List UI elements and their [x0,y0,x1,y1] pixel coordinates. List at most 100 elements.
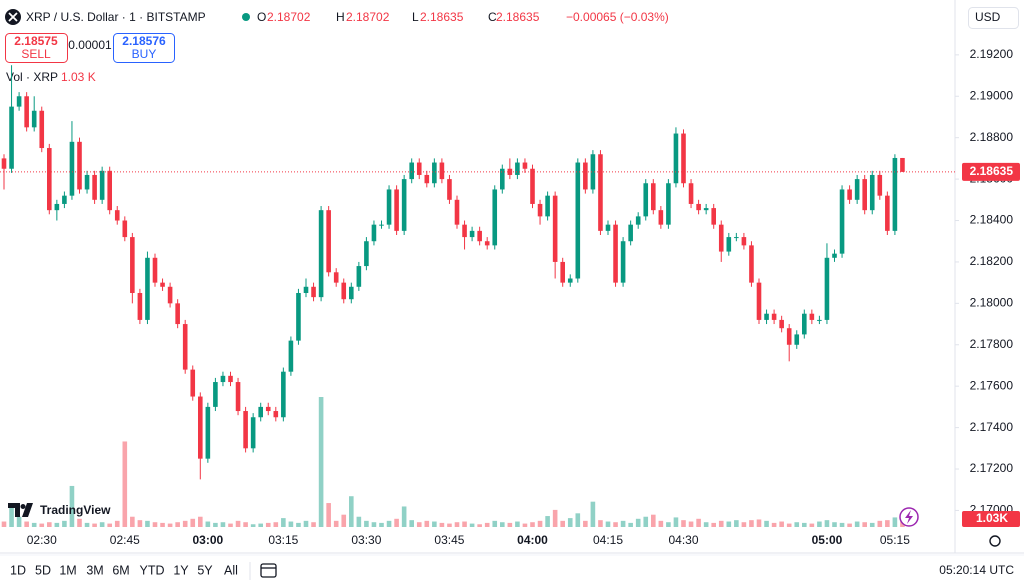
sell-button[interactable] [5,33,68,63]
candle-body [92,174,97,200]
candle-body [220,375,226,383]
date-range-icon[interactable] [260,563,277,578]
volume-bar [31,522,37,527]
volume-bar [349,496,354,527]
currency-button[interactable] [968,7,1019,29]
plot-area: 2.170002.172002.174002.176002.178002.180… [0,47,1020,547]
symbol-title[interactable]: XRP / U.S. Dollar · 1 · BITSTAMP [26,10,206,24]
candle-body [537,203,543,217]
timeframe-button[interactable]: 5D [35,563,51,577]
volume-bar [507,522,513,527]
candle-body [107,170,112,211]
volume-bar [213,522,218,527]
timeframe-button[interactable]: All [224,563,238,577]
volume-bar [24,521,29,527]
volume-bar [703,522,709,527]
volume-bar [432,521,437,527]
volume-bar [718,520,724,527]
volume-bar [333,520,339,527]
ohlc-label: L [412,10,419,24]
candle-body [605,224,611,231]
candle-body [583,162,588,190]
volume-bar [311,522,316,527]
candle-body [869,174,875,211]
volume-bar [54,522,60,527]
volume-bar [114,520,120,527]
candle-body [137,292,143,320]
volume-bar [771,522,777,527]
timeframe-button[interactable]: 6M [112,563,129,577]
volume-bar [409,520,414,527]
candle-body [409,162,414,180]
y-tick-label: 2.17400 [970,420,1014,434]
ohlc-value: 2.18635 [420,10,464,24]
candle-body [130,237,135,293]
settings-icon[interactable] [989,535,1001,547]
volume-bar [9,505,14,527]
y-tick-label: 2.18200 [970,254,1014,268]
candle-body [862,179,867,211]
timeframe-button[interactable]: 3M [86,563,103,577]
candle-body [802,313,807,335]
y-tick-label: 2.18800 [970,130,1014,144]
candle-body [303,286,309,293]
volume-bar [228,523,233,527]
volume-bar [69,485,75,527]
candle-body [885,195,890,231]
volume-bar [39,523,45,527]
candle-body [560,261,565,283]
candle-body [590,154,596,190]
volume-value: 1.03 K [61,70,96,84]
timeframe-button[interactable]: 1Y [173,563,189,577]
candle-body [477,230,482,242]
candle-body [386,189,392,225]
candle-body [167,286,173,304]
volume-bar [854,521,860,527]
candle-body [213,382,218,407]
volume-bar [885,520,890,527]
volume-bar [817,521,822,527]
volume-bar [666,522,671,527]
timeframe-button[interactable]: 1M [59,563,76,577]
timeframe-button[interactable]: 1D [10,563,26,577]
candle-body [809,313,815,320]
timeframe-button[interactable]: YTD [140,563,165,577]
candle-body [311,286,316,298]
y-tick-label: 2.18000 [970,296,1014,310]
volume-bar [439,522,445,527]
candle-body [205,406,211,459]
ohlc-value: 2.18702 [346,10,390,24]
candle-body [469,230,475,238]
candle-body [273,411,279,418]
candle-body [439,162,445,180]
volume-bar [892,517,898,527]
volume-bar [326,503,331,527]
candle-body [786,328,792,345]
volume-bar [62,520,67,527]
candle-body [507,168,513,175]
volume-bar [182,520,188,527]
volume-bar [167,523,173,527]
candle-body [152,257,158,283]
candle-body [69,141,75,196]
volume-bar [794,522,800,527]
candle-body [84,174,90,190]
volume-bar [77,518,82,527]
volume-bar [545,516,550,527]
buy-price: 2.18576 [122,34,166,48]
volume-bar [635,518,641,527]
volume-bar [318,397,324,527]
volume-bar [341,514,347,527]
candle-body [243,411,248,449]
volume-bar [107,523,112,527]
buy-button[interactable] [113,33,175,63]
volume-bar [658,520,664,527]
volume-bar [379,522,384,527]
x-tick-label: 04:15 [593,533,623,547]
volume-bar [205,521,211,527]
volume-bar [590,501,596,527]
x-tick-label: 04:00 [517,533,548,547]
timeframe-button[interactable]: 5Y [197,563,213,577]
candle-body [817,319,822,321]
volume-bar [250,524,256,527]
